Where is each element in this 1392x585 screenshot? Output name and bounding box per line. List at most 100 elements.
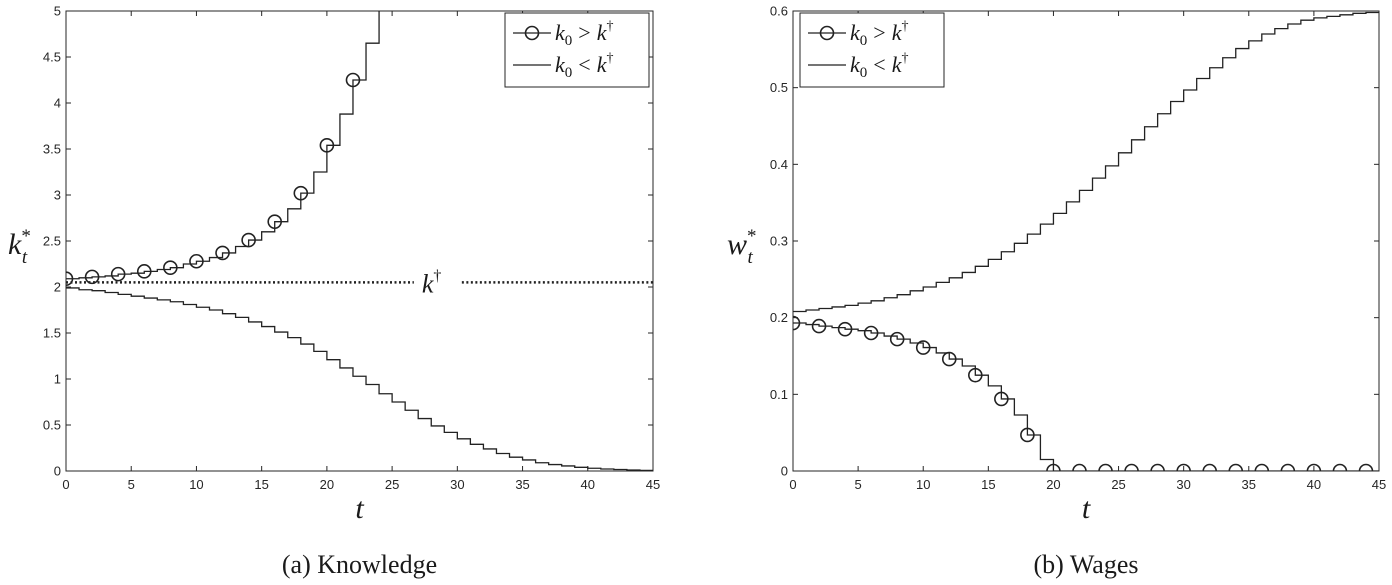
legend-box (799, 12, 945, 88)
data-point-marker (793, 315, 801, 331)
chart-panel-knowledge: 0 5 10 15 20 25 30 35 40 45 0 0.5 1 1.5 2 2.5 3 3.5 4 4.5 5 t… (8, 4, 660, 580)
data-point-marker (1150, 463, 1165, 471)
series-line-k0-below (66, 287, 653, 471)
data-point-marker (1124, 463, 1139, 471)
data-point-marker (1254, 463, 1270, 471)
legend-entry-label: k0 > k† (850, 19, 908, 49)
x-tick-label: 5 (128, 477, 135, 492)
y-tick-label: 0.1 (770, 387, 788, 402)
x-tick-label: 40 (1307, 477, 1321, 492)
series-line-k0-above (793, 322, 1379, 471)
data-point-marker (189, 253, 204, 269)
legend-sub: 0 (860, 33, 868, 49)
data-point-marker (1020, 427, 1035, 443)
y-axis-label-sup: * (21, 226, 31, 247)
data-point-marker (915, 340, 931, 355)
legend-rhs: k (892, 20, 903, 45)
series-line-k0-below (793, 11, 1379, 313)
legend: k0 > k†k0 < k† (504, 12, 650, 88)
legend: k0 > k†k0 < k† (799, 12, 945, 88)
y-tick-label: 0 (54, 464, 61, 479)
data-point-marker (293, 185, 309, 201)
data-point-marker (1176, 463, 1191, 471)
y-tick-label: 4.5 (43, 50, 61, 65)
legend-sub: 0 (565, 33, 573, 49)
data-point-marker (1280, 463, 1296, 471)
legend-rhs: k (597, 52, 608, 77)
data-point-marker (941, 351, 957, 367)
x-tick-label: 20 (320, 477, 334, 492)
legend-op: < (578, 52, 590, 77)
plot-series-area (793, 11, 1379, 471)
reference-label-var: k (422, 269, 434, 298)
x-tick-label: 10 (189, 477, 203, 492)
y-tick-label: 0.4 (770, 157, 788, 172)
y-tick-label: 1.5 (43, 326, 61, 341)
legend-var: k (850, 20, 861, 45)
y-tick-label: 0.5 (770, 80, 788, 95)
data-point-marker (66, 271, 74, 287)
data-point-marker (1228, 463, 1244, 471)
chart-panel-wages: 0 5 10 15 20 25 30 35 40 4500.10.20.30.40.50.6tw*… (727, 4, 1386, 580)
data-point-marker (267, 214, 283, 229)
data-point-marker (241, 232, 256, 248)
y-tick-label: 2.5 (43, 234, 61, 249)
y-axis-label-sub: t (22, 247, 28, 268)
legend-entry-label: k0 > k† (555, 19, 613, 49)
data-point-marker (1098, 463, 1113, 471)
plot-series-area (66, 11, 653, 471)
y-axis-label: k* t (8, 226, 31, 268)
y-tick-label: 0 (781, 464, 788, 479)
y-axis-label-var: k (8, 228, 22, 261)
legend-rhs-sup: † (606, 51, 613, 66)
legend-sub: 0 (860, 65, 868, 81)
x-axis-label: t (1082, 492, 1091, 525)
data-point-marker (968, 367, 983, 383)
y-tick-label: 5 (54, 4, 61, 19)
legend-rhs: k (597, 20, 608, 45)
y-tick-label: 0.3 (770, 234, 788, 249)
legend-entry-label: k0 < k† (555, 51, 613, 81)
data-point-marker (994, 391, 1009, 407)
y-tick-label: 1 (54, 372, 61, 387)
x-tick-label: 45 (646, 477, 660, 492)
y-tick-label: 0.2 (770, 310, 788, 325)
legend-var: k (555, 20, 566, 45)
legend-swatch-marker (524, 25, 540, 41)
data-point-marker (863, 325, 879, 341)
x-tick-label: 0 (62, 477, 69, 492)
y-tick-label: 0.6 (770, 4, 788, 19)
data-point-marker (1202, 463, 1218, 471)
data-point-marker (319, 138, 335, 153)
reference-label-sup: † (433, 267, 441, 284)
legend-op: < (873, 52, 885, 77)
data-point-marker (837, 321, 853, 337)
x-tick-label: 45 (1372, 477, 1386, 492)
legend-rhs-sup: † (901, 51, 908, 66)
y-axis-label-sub: t (748, 247, 754, 268)
x-tick-label: 15 (981, 477, 995, 492)
data-point-marker (811, 318, 827, 334)
x-tick-label: 35 (1242, 477, 1256, 492)
legend-entry-label: k0 < k† (850, 51, 908, 81)
x-tick-label: 5 (854, 477, 861, 492)
y-tick-label: 4 (54, 96, 61, 111)
y-axis-label-var: w (727, 228, 747, 261)
legend-rhs-sup: † (606, 19, 613, 34)
data-point-marker (84, 269, 100, 285)
figure-caption: (b) Wages (1033, 550, 1138, 579)
y-tick-label: 0.5 (43, 418, 61, 433)
x-tick-label: 30 (1176, 477, 1190, 492)
data-point-marker (1046, 463, 1061, 471)
x-tick-label: 25 (1111, 477, 1125, 492)
legend-op: > (873, 20, 885, 45)
x-tick-label: 30 (450, 477, 464, 492)
x-tick-label: 10 (916, 477, 930, 492)
y-axis-label-sup: * (747, 226, 757, 247)
data-point-marker (1306, 463, 1322, 471)
legend-sub: 0 (565, 65, 573, 81)
series-line-k0-above (66, 11, 380, 280)
data-point-marker (889, 331, 905, 347)
data-point-marker (1332, 463, 1348, 471)
